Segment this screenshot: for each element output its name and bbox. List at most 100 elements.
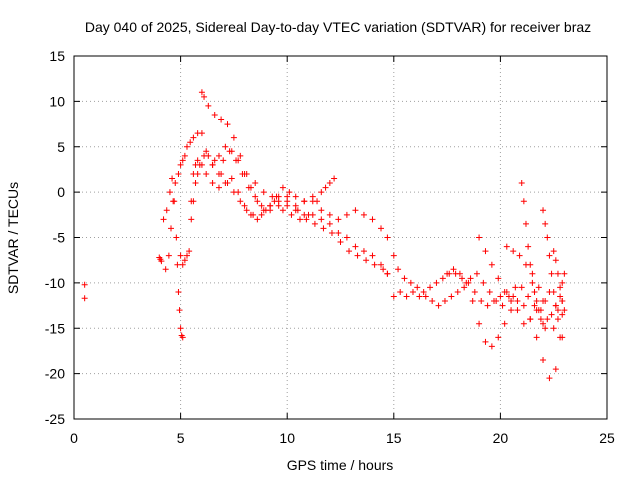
data-point <box>179 334 186 341</box>
data-point <box>292 193 299 200</box>
data-point <box>478 298 485 305</box>
data-point <box>343 211 350 218</box>
data-point <box>198 130 205 137</box>
data-point <box>531 288 538 295</box>
data-point <box>224 121 231 128</box>
data-point <box>335 216 342 223</box>
data-point <box>186 248 193 255</box>
data-point <box>220 157 227 164</box>
data-point <box>488 343 495 350</box>
series-arc-K <box>503 243 566 323</box>
y-tick-label: -15 <box>45 320 65 336</box>
data-point <box>559 334 566 341</box>
data-point <box>194 157 201 164</box>
data-point <box>550 288 557 295</box>
data-point <box>427 284 434 291</box>
data-point <box>480 279 487 286</box>
data-point <box>459 275 466 282</box>
data-point <box>168 225 175 232</box>
data-point <box>173 234 180 241</box>
data-point <box>163 207 170 214</box>
data-point <box>520 198 527 205</box>
data-point <box>183 252 190 259</box>
data-point <box>557 293 564 300</box>
data-point <box>369 216 376 223</box>
y-tick-label: 0 <box>57 184 65 200</box>
data-point <box>174 261 181 268</box>
data-point <box>448 293 455 300</box>
data-point <box>527 261 534 268</box>
data-point <box>176 307 183 314</box>
data-point <box>499 302 506 309</box>
data-point <box>318 216 325 223</box>
data-point <box>542 325 549 332</box>
series-arc-G <box>390 252 517 309</box>
data-point <box>228 175 235 182</box>
data-point <box>273 193 280 200</box>
data-point <box>552 302 559 309</box>
data-point <box>260 207 267 214</box>
data-point <box>250 211 257 218</box>
data-point <box>279 207 286 214</box>
series-arc-I <box>444 266 566 382</box>
data-point <box>467 275 474 282</box>
data-point <box>471 288 478 295</box>
data-point <box>181 152 188 159</box>
data-point <box>209 180 216 187</box>
data-point <box>522 220 529 227</box>
y-tick-label: -10 <box>45 275 65 291</box>
data-point <box>554 316 561 323</box>
data-point <box>175 170 182 177</box>
data-point <box>476 234 483 241</box>
data-point <box>527 316 534 323</box>
data-point <box>441 298 448 305</box>
data-point <box>416 293 423 300</box>
data-point <box>378 225 385 232</box>
data-point <box>211 111 218 118</box>
data-point <box>542 220 549 227</box>
data-point <box>482 248 489 255</box>
data-point <box>420 288 427 295</box>
data-point <box>508 298 515 305</box>
data-point <box>554 307 561 314</box>
data-point <box>531 302 538 309</box>
data-point <box>209 161 216 168</box>
data-point <box>301 198 308 205</box>
data-point <box>252 180 259 187</box>
data-point <box>535 307 542 314</box>
data-point <box>258 211 265 218</box>
data-point <box>369 252 376 259</box>
series-arc-L <box>518 180 549 332</box>
data-point <box>450 266 457 273</box>
data-point <box>529 270 536 277</box>
data-point <box>254 198 261 205</box>
data-point <box>552 366 559 373</box>
data-point <box>190 198 197 205</box>
data-point <box>476 320 483 327</box>
data-point <box>482 338 489 345</box>
y-tick-label: 5 <box>57 139 65 155</box>
chart-title: Day 040 of 2025, Sidereal Day-to-day VTE… <box>85 19 591 35</box>
data-point <box>488 261 495 268</box>
x-tick-label: 5 <box>177 430 185 446</box>
plot-frame <box>73 55 608 420</box>
data-point <box>401 275 408 282</box>
data-point <box>337 239 344 246</box>
data-point <box>444 270 451 277</box>
data-point <box>378 261 385 268</box>
y-tick-label: 15 <box>49 48 65 64</box>
data-point <box>548 270 555 277</box>
data-point <box>194 170 201 177</box>
data-point <box>211 157 218 164</box>
data-point <box>514 307 521 314</box>
data-point <box>518 284 525 291</box>
data-point <box>177 252 184 259</box>
series-arc-C <box>177 157 329 268</box>
x-tick-label: 0 <box>70 430 78 446</box>
series-arc-N <box>550 248 568 314</box>
data-point <box>267 202 274 209</box>
data-point <box>326 211 333 218</box>
data-point <box>243 207 250 214</box>
data-point <box>252 193 259 200</box>
data-point <box>187 139 194 146</box>
